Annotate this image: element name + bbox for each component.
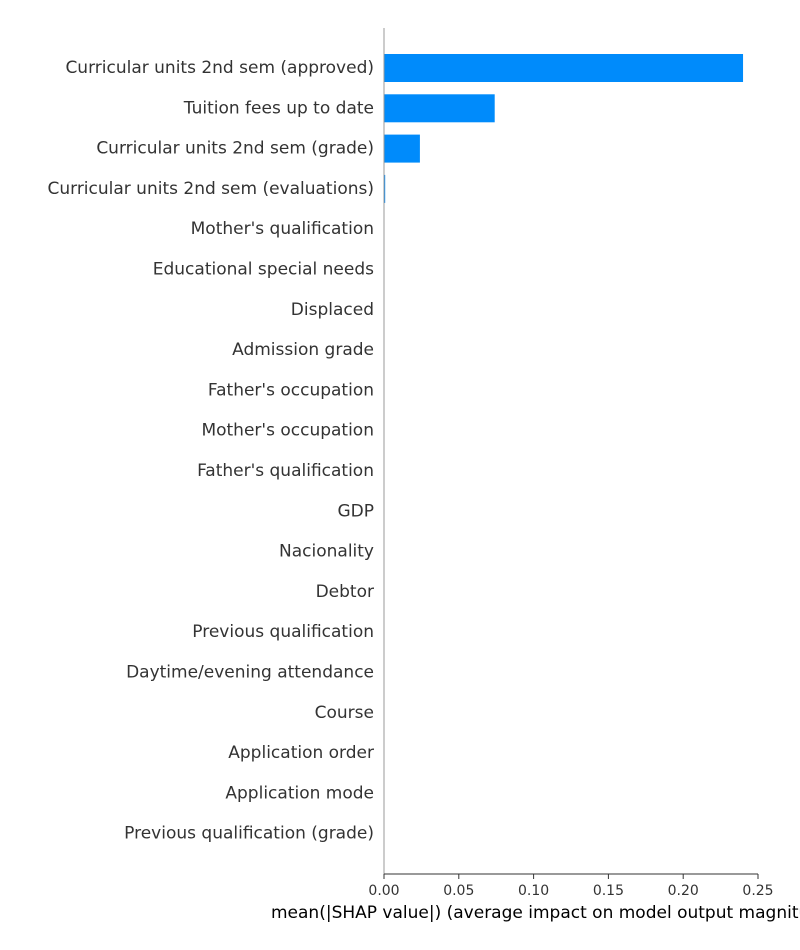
category-label: Curricular units 2nd sem (evaluations) bbox=[47, 179, 374, 199]
category-label: Debtor bbox=[316, 582, 374, 602]
x-ticks: 0.00 0.05 0.10 0.15 0.20 0.25 bbox=[368, 874, 774, 899]
x-tick-label: 0.10 bbox=[518, 883, 549, 899]
category-label: Mother's qualification bbox=[191, 219, 374, 239]
category-label: Previous qualification (grade) bbox=[124, 824, 374, 844]
bar-3 bbox=[384, 174, 386, 203]
x-tick-label: 0.00 bbox=[368, 883, 399, 899]
category-label: Mother's occupation bbox=[201, 421, 374, 441]
x-tick-label: 0.25 bbox=[742, 883, 773, 899]
category-label: Curricular units 2nd sem (approved) bbox=[65, 58, 374, 78]
category-label: Course bbox=[315, 703, 374, 723]
category-label: Application mode bbox=[225, 783, 374, 803]
category-label: Father's occupation bbox=[208, 380, 374, 400]
category-label: Admission grade bbox=[232, 340, 374, 360]
x-tick-label: 0.05 bbox=[443, 883, 474, 899]
category-label: Father's qualification bbox=[197, 461, 374, 481]
bar-0 bbox=[384, 54, 744, 82]
category-label: GDP bbox=[337, 501, 374, 521]
category-label: Nacionality bbox=[279, 542, 374, 562]
category-label: Displaced bbox=[291, 300, 374, 320]
x-tick-label: 0.20 bbox=[668, 883, 699, 899]
bar-1 bbox=[384, 94, 495, 123]
bar-2 bbox=[384, 134, 420, 163]
category-label: Educational special needs bbox=[153, 260, 374, 280]
category-labels: Curricular units 2nd sem (approved) Tuiti… bbox=[47, 58, 374, 844]
category-label: Previous qualification bbox=[192, 622, 374, 642]
x-tick-label: 0.15 bbox=[593, 883, 624, 899]
category-label: Application order bbox=[228, 743, 374, 763]
category-label: Daytime/evening attendance bbox=[126, 663, 374, 683]
bars-group bbox=[384, 54, 744, 203]
category-label: Tuition fees up to date bbox=[183, 98, 374, 118]
x-axis-label: mean(|SHAP value|) (average impact on mo… bbox=[271, 903, 800, 923]
category-label: Curricular units 2nd sem (grade) bbox=[96, 139, 374, 159]
